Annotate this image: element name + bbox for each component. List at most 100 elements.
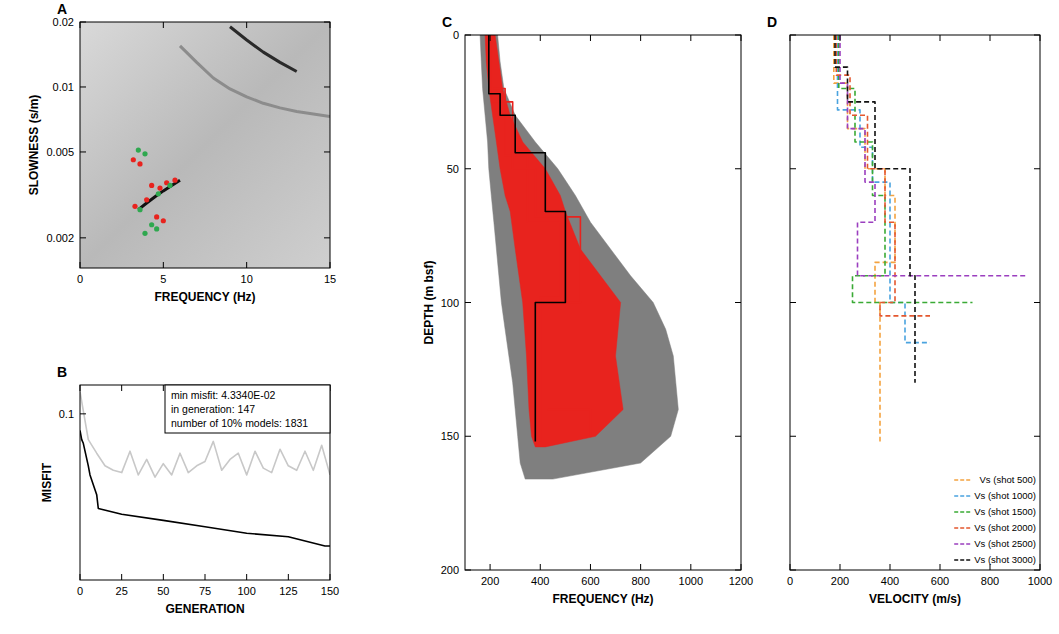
panel: 02550751001251500.1GENERATIONMISFITBmin … [40,364,339,616]
pick-point [142,151,147,156]
x-axis-title: VELOCITY (m/s) [869,592,961,606]
y-tick [790,35,796,36]
series-line [838,35,931,343]
y-tick [1034,168,1040,169]
x-tick [590,35,591,41]
y-tick [1034,436,1040,437]
x-axis-title: GENERATION [165,602,244,616]
pick-point [149,222,154,227]
y-tick-label: 0.1 [59,408,74,420]
x-tick-label: 25 [116,585,128,597]
x-tick [690,564,691,570]
y-tick [324,237,330,238]
x-axis-title: FREQUENCY (Hz) [154,290,255,304]
x-tick [890,564,891,570]
y-tick-label: 200 [441,564,459,576]
y-tick [1034,570,1040,571]
pick-point [137,207,142,212]
y-tick [790,168,796,169]
x-tick-label: 800 [981,575,999,587]
legend-label: Vs (shot 500) [980,474,1037,485]
marks [480,35,678,479]
x-tick [840,564,841,570]
x-tick-label: 400 [531,575,549,587]
x-tick [163,262,164,268]
x-tick [490,564,491,570]
x-tick-label: 75 [199,585,211,597]
x-axis-title: FREQUENCY (Hz) [552,592,653,606]
x-tick [940,35,941,41]
x-tick [1040,564,1041,570]
legend-label: Vs (shot 2500) [974,538,1036,549]
legend-label: Vs (shot 1000) [974,490,1036,501]
y-tick [735,302,741,303]
series-line [180,46,330,117]
y-tick [80,237,86,238]
legend-swatch [954,495,970,497]
x-tick [590,564,591,570]
x-tick-label: 5 [160,273,166,285]
legend-swatch [954,479,970,481]
x-tick [246,262,247,268]
y-axis-title: SLOWNESS (s/m) [27,95,41,196]
y-tick-label: 0.005 [46,146,74,158]
x-tick [640,35,641,41]
series-line [834,35,895,442]
x-tick [330,262,331,268]
y-tick-label: 0.01 [53,81,74,93]
x-tick [1040,35,1041,41]
pick-point [161,218,166,223]
legend-swatch [954,543,970,545]
x-tick [163,574,164,580]
legend-label: Vs (shot 3000) [974,554,1036,565]
pick-point [131,157,136,162]
y-tick [465,302,471,303]
y-tick [1034,35,1040,36]
model-envelope [480,35,678,479]
x-tick-label: 15 [324,273,336,285]
panel: 0510150.0020.0050.010.02FREQUENCY (Hz)SL… [27,1,336,304]
series-line [835,35,915,383]
y-tick [324,22,330,23]
panel: 20040060080010001200050100150200FREQUENC… [422,14,754,606]
pick-point [136,148,141,153]
pick-point [144,197,149,202]
x-tick-label: 1000 [679,575,703,587]
plot-frame [465,35,741,570]
annotation: in generation: 147 [171,403,255,415]
y-tick [324,151,330,152]
y-tick-label: 0 [453,29,459,41]
y-tick [790,570,796,571]
x-tick [163,22,164,28]
legend-swatch [954,559,970,561]
y-tick [735,35,741,36]
series-line [840,35,1028,276]
y-tick [735,570,741,571]
x-tick [330,574,331,580]
y-tick-label: 0.002 [46,232,74,244]
series-line [80,431,330,547]
panel-letter: B [57,364,67,380]
x-tick-label: 10 [241,273,253,285]
x-tick-label: 0 [77,273,83,285]
y-tick [790,302,796,303]
x-tick [741,35,742,41]
y-tick [465,168,471,169]
y-tick [324,86,330,87]
marks [131,27,330,236]
x-tick [246,574,247,580]
x-tick [741,564,742,570]
marks [834,35,1028,442]
x-tick [205,574,206,580]
y-tick-label: 50 [447,163,459,175]
x-tick [330,22,331,28]
x-tick [640,564,641,570]
y-tick [1034,302,1040,303]
x-tick [121,574,122,580]
x-tick [80,22,81,28]
plot-frame [80,385,330,580]
y-tick [465,35,471,36]
spectrum-background [80,22,330,268]
x-tick [790,35,791,41]
pick-point [142,231,147,236]
